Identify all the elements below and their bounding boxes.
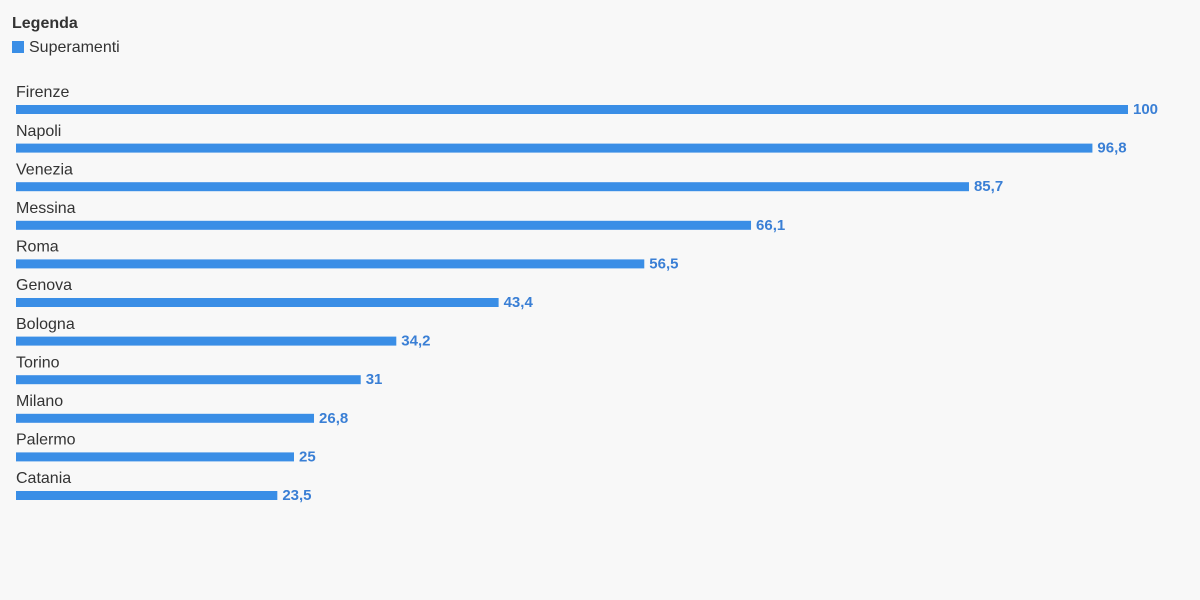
value-label: 96,8 <box>1097 140 1126 157</box>
bar <box>16 259 645 269</box>
category-label: Venezia <box>16 161 73 178</box>
category-label: Genova <box>16 277 72 294</box>
category-label: Napoli <box>16 123 61 140</box>
bar <box>16 105 1128 114</box>
category-label: Roma <box>16 239 59 256</box>
legend-label: Superamenti <box>29 39 120 56</box>
value-label: 66,1 <box>756 217 785 234</box>
category-label: Catania <box>16 470 71 487</box>
value-label: 34,2 <box>401 333 430 350</box>
bar <box>16 491 278 500</box>
bar <box>16 452 294 462</box>
value-label: 25 <box>299 448 316 465</box>
value-label: 31 <box>366 371 383 388</box>
value-label: 100 <box>1133 101 1158 118</box>
bar <box>16 336 397 346</box>
bar <box>16 298 499 307</box>
category-label: Messina <box>16 200 76 217</box>
bar <box>16 375 361 385</box>
bar <box>16 182 969 192</box>
value-label: 56,5 <box>649 255 678 272</box>
category-label: Bologna <box>16 316 75 333</box>
bar <box>16 220 752 230</box>
bar <box>16 413 315 423</box>
category-label: Torino <box>16 354 60 371</box>
value-label: 23,5 <box>282 487 311 504</box>
category-label: Firenze <box>16 84 69 101</box>
value-label: 43,4 <box>504 294 534 311</box>
value-label: 85,7 <box>974 178 1003 195</box>
legend-swatch <box>12 41 24 53</box>
category-label: Palermo <box>16 432 76 449</box>
legend-title: Legenda <box>12 15 78 32</box>
value-label: 26,8 <box>319 410 348 427</box>
category-label: Milano <box>16 393 63 410</box>
bar <box>16 143 1093 153</box>
